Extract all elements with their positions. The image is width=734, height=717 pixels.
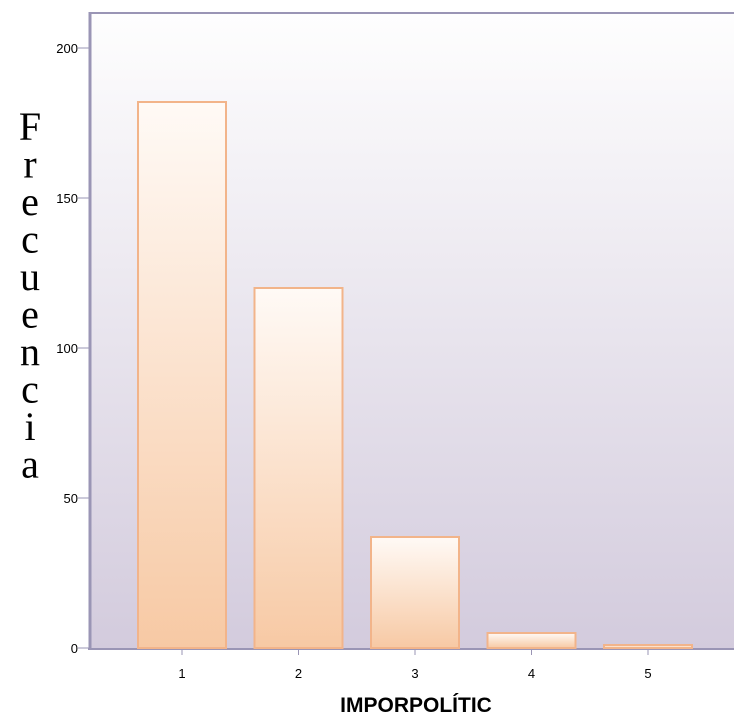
x-axis-title: IMPORPOLÍTIC bbox=[340, 694, 492, 717]
y-title-char: r bbox=[23, 142, 36, 187]
y-title-char: c bbox=[21, 217, 39, 262]
y-tick-label-150: 150 bbox=[56, 191, 78, 206]
bar-3 bbox=[370, 536, 460, 649]
y-title-char: i bbox=[24, 404, 35, 449]
y-title-char: c bbox=[21, 367, 39, 412]
y-tick-label-200: 200 bbox=[56, 41, 78, 56]
x-tick-label-2: 2 bbox=[295, 666, 302, 681]
bar-1 bbox=[137, 101, 227, 649]
x-ticks-group: 1 2 3 4 5 bbox=[178, 649, 652, 681]
y-tick-label-100: 100 bbox=[56, 341, 78, 356]
y-title-char: u bbox=[20, 254, 40, 299]
bars-group bbox=[137, 101, 693, 649]
x-tick-label-5: 5 bbox=[644, 666, 651, 681]
x-tick-label-3: 3 bbox=[411, 666, 418, 681]
y-ticks-group: 0 50 100 150 200 bbox=[56, 41, 90, 656]
bar-2 bbox=[253, 287, 344, 649]
y-title-char: e bbox=[21, 179, 39, 224]
y-title-char: e bbox=[21, 292, 39, 337]
y-title-char: F bbox=[19, 104, 41, 149]
bar-4 bbox=[486, 632, 577, 649]
y-tick-label-0: 0 bbox=[71, 641, 78, 656]
y-tick-label-50: 50 bbox=[64, 491, 78, 506]
x-tick-label-1: 1 bbox=[178, 666, 185, 681]
x-tick-label-4: 4 bbox=[528, 666, 535, 681]
y-title-char: n bbox=[20, 329, 40, 374]
bar-5 bbox=[603, 644, 693, 649]
y-title-char: a bbox=[21, 442, 39, 487]
